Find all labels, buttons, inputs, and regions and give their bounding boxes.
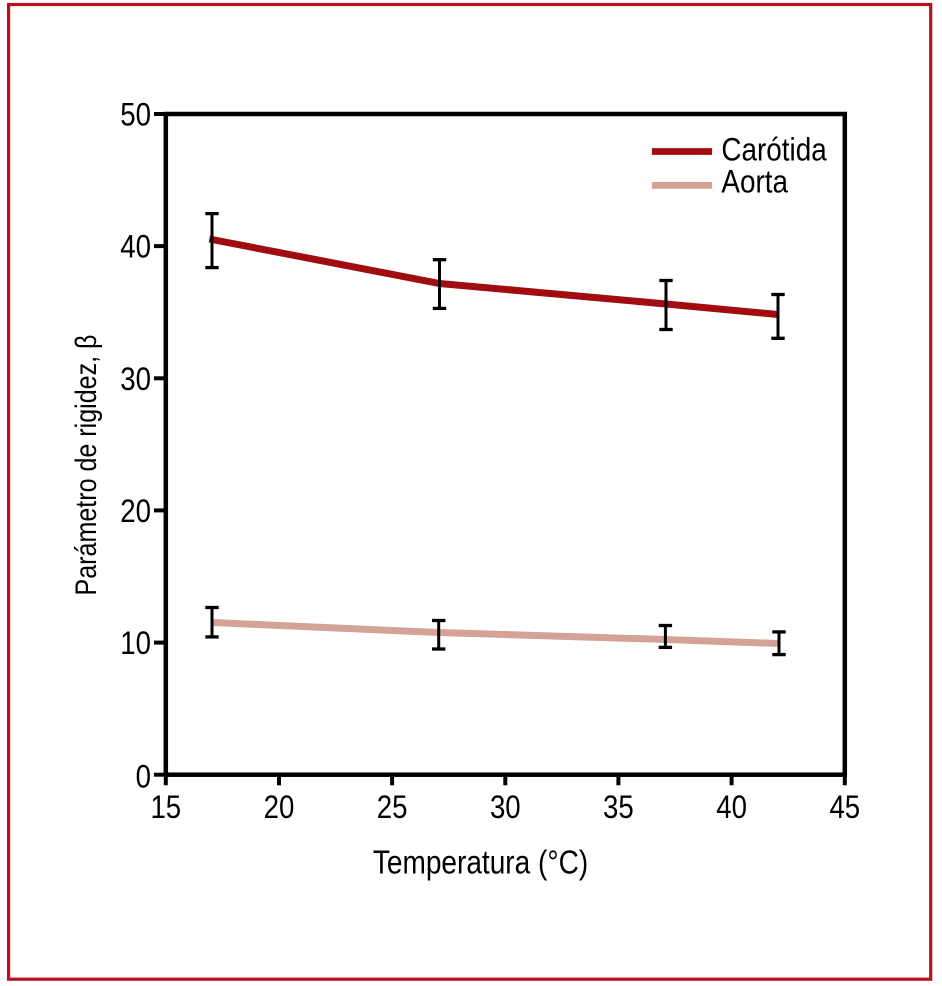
svg-text:30: 30: [490, 790, 521, 826]
svg-text:0: 0: [136, 760, 151, 796]
svg-text:25: 25: [377, 790, 408, 826]
svg-text:Aorta: Aorta: [721, 163, 788, 200]
svg-text:40: 40: [716, 790, 747, 826]
svg-text:35: 35: [603, 790, 634, 826]
svg-text:40: 40: [120, 230, 151, 266]
svg-text:15: 15: [150, 790, 181, 826]
svg-text:20: 20: [120, 494, 151, 530]
svg-text:Temperatura (°C): Temperatura (°C): [373, 844, 588, 881]
svg-text:Parámetro de rigidez, β: Parámetro de rigidez, β: [69, 335, 102, 596]
svg-text:30: 30: [120, 362, 151, 398]
svg-text:10: 10: [120, 626, 151, 662]
svg-text:20: 20: [264, 790, 295, 826]
svg-text:Carótida: Carótida: [721, 132, 826, 169]
svg-text:50: 50: [120, 97, 151, 133]
svg-text:45: 45: [829, 790, 860, 826]
